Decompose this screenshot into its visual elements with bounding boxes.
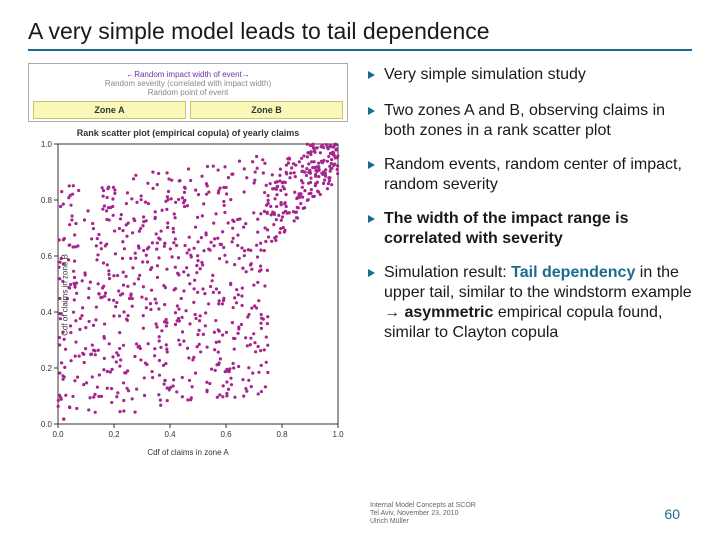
scatter-title: Rank scatter plot (empirical copula) of … — [28, 128, 348, 138]
bullet-text: Random events, random center of impact, … — [384, 155, 692, 195]
bullet-text: Two zones A and B, observing claims in b… — [384, 101, 692, 141]
svg-text:0.4: 0.4 — [41, 308, 53, 317]
bullet-item: The width of the impact range is correla… — [366, 209, 692, 249]
svg-text:0.0: 0.0 — [52, 430, 64, 439]
svg-text:1.0: 1.0 — [332, 430, 344, 439]
zone-line-2: Random severity (correlated with impact … — [33, 79, 343, 88]
right-column: Very simple simulation study Two zones A … — [366, 63, 692, 457]
zone-line-3: Random point of event — [33, 88, 343, 97]
svg-text:0.6: 0.6 — [41, 252, 53, 261]
left-column: ←Random impact width of event→ Random se… — [28, 63, 348, 457]
svg-text:0.2: 0.2 — [108, 430, 120, 439]
zone-line-1: ←Random impact width of event→ — [33, 70, 343, 79]
footer-line-3: Ulrich Müller — [370, 518, 476, 526]
bullet-chevron-icon — [366, 265, 378, 285]
svg-text:0.2: 0.2 — [41, 364, 53, 373]
bullet-chevron-icon — [366, 103, 378, 123]
content-grid: ←Random impact width of event→ Random se… — [28, 63, 692, 457]
bullet-item: Very simple simulation study — [366, 65, 692, 87]
svg-text:0.0: 0.0 — [41, 420, 53, 429]
svg-text:0.8: 0.8 — [41, 196, 53, 205]
scatter-ylabel: Cdf of claims in zone B — [60, 254, 69, 336]
svg-text:1.0: 1.0 — [41, 140, 53, 149]
bullet-chevron-icon — [366, 211, 378, 231]
svg-text:0.8: 0.8 — [276, 430, 288, 439]
svg-text:0.4: 0.4 — [164, 430, 176, 439]
bullet-text: Simulation result: Tail dependency in th… — [384, 263, 692, 343]
zone-b-box: Zone B — [190, 101, 343, 119]
bullet-chevron-icon — [366, 157, 378, 177]
bullet-item: Random events, random center of impact, … — [366, 155, 692, 195]
bullet-item: Simulation result: Tail dependency in th… — [366, 263, 692, 343]
footer: Internal Model Concepts at SCOR Tel Aviv… — [370, 502, 476, 526]
page-number: 60 — [664, 506, 680, 522]
bullet-item: Two zones A and B, observing claims in b… — [366, 101, 692, 141]
zone-diagram: ←Random impact width of event→ Random se… — [28, 63, 348, 122]
bullet-text: The width of the impact range is correla… — [384, 209, 692, 249]
scatter-svg-holder: Cdf of claims in zone B 0.00.00.20.20.40… — [28, 140, 348, 450]
svg-text:0.6: 0.6 — [220, 430, 232, 439]
page-title: A very simple model leads to tail depend… — [28, 18, 692, 51]
zone-a-box: Zone A — [33, 101, 186, 119]
zone-row: Zone A Zone B — [33, 101, 343, 119]
scatter-plot: Rank scatter plot (empirical copula) of … — [28, 128, 348, 457]
footer-line-2: Tel Aviv, November 23, 2010 — [370, 510, 476, 518]
bullet-chevron-icon — [366, 67, 378, 87]
bullet-text: Very simple simulation study — [384, 65, 586, 85]
scatter-svg: 0.00.0 0.2 0.2 0.4 0.4 0.6 0.6 0.8 0.8 1.0 1.0 — [28, 140, 344, 448]
footer-line-1: Internal Model Concepts at SCOR — [370, 502, 476, 510]
